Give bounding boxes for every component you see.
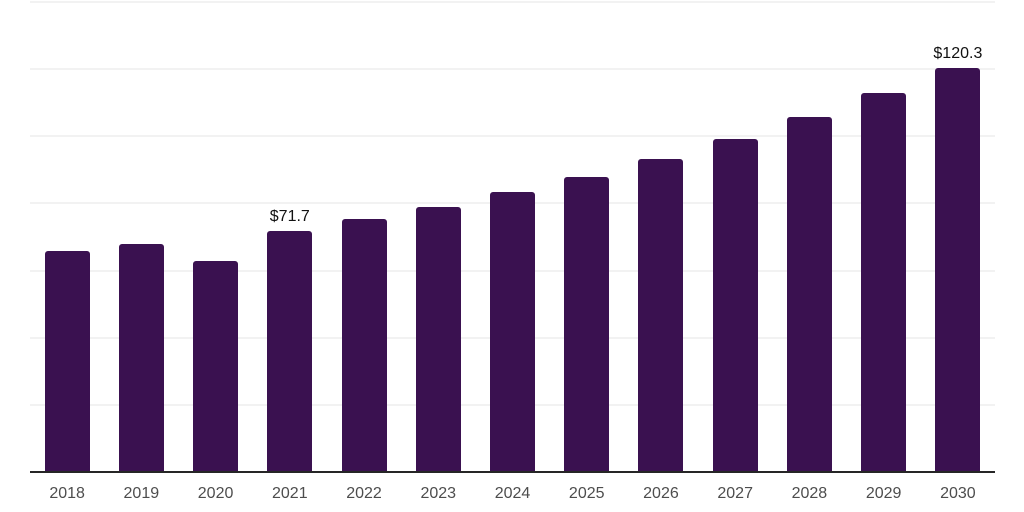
bar-2019 [118, 244, 164, 472]
bar-2026 [638, 159, 684, 472]
bar-2022 [341, 219, 387, 472]
data-label-2021: $71.7 [269, 208, 310, 226]
x-tick-2022: 2022 [346, 485, 382, 502]
x-tick-2024: 2024 [494, 485, 531, 502]
grid-line-140 [30, 1, 995, 3]
bar-2023 [415, 207, 461, 472]
x-tick-2021: 2021 [272, 485, 308, 502]
bar-2024 [490, 192, 535, 472]
grid-line-100 [30, 135, 995, 138]
bar-2030 [935, 68, 981, 472]
x-tick-2023: 2023 [420, 485, 457, 502]
grid-line-120 [30, 68, 995, 71]
x-tick-2026: 2026 [643, 485, 679, 502]
x-tick-2030: 2030 [940, 485, 976, 502]
bar-2020 [193, 261, 239, 472]
data-label-2030: $120.3 [933, 45, 983, 63]
bar-2018 [44, 251, 90, 472]
bar-2025 [564, 177, 610, 472]
x-tick-2018: 2018 [49, 485, 85, 502]
bar-2027 [712, 138, 758, 472]
x-tick-2027: 2027 [717, 485, 753, 502]
x-axis-line [30, 471, 995, 473]
x-tick-2019: 2019 [123, 485, 160, 502]
x-tick-2020: 2020 [197, 485, 234, 502]
bar-2028 [786, 117, 832, 472]
x-tick-2025: 2025 [568, 485, 605, 502]
x-tick-2028: 2028 [791, 485, 828, 502]
x-tick-2029: 2029 [865, 485, 902, 502]
bar-2029 [861, 92, 907, 472]
bar-2021 [267, 231, 313, 472]
